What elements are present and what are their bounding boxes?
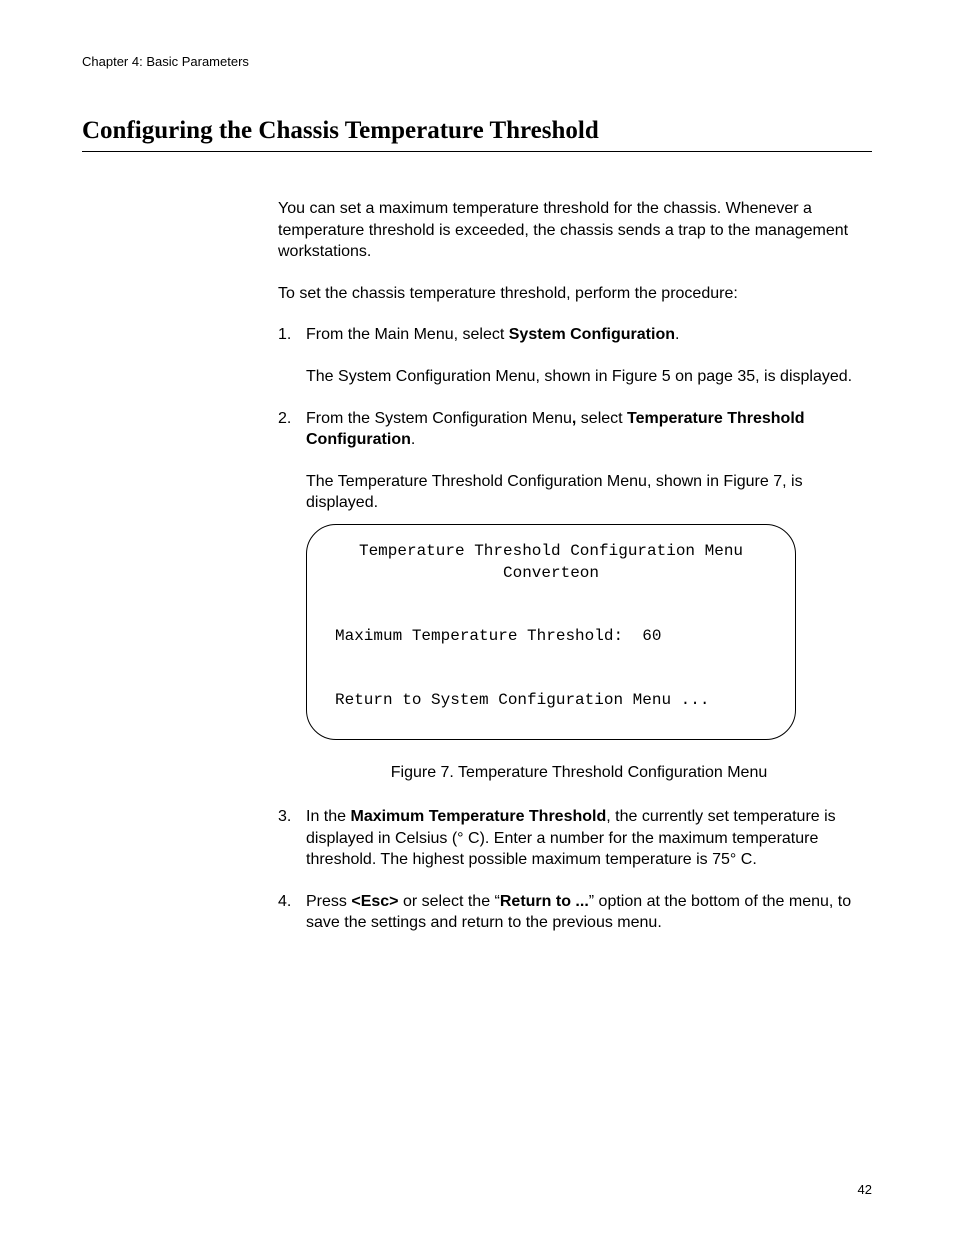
text-segment: . [675, 326, 679, 343]
chapter-header: Chapter 4: Basic Parameters [82, 54, 872, 69]
step-4: 4. Press <Esc> or select the “Return to … [278, 891, 872, 934]
step-text: Press <Esc> or select the “Return to ...… [306, 891, 872, 934]
step-text: From the Main Menu, select System Config… [306, 324, 872, 346]
figure-caption: Figure 7. Temperature Threshold Configur… [286, 762, 872, 784]
step-number: 2. [278, 408, 291, 430]
text-segment: From the Main Menu, select [306, 326, 509, 343]
section-title: Configuring the Chassis Temperature Thre… [82, 117, 872, 152]
step-2: 2. From the System Configuration Menu, s… [278, 408, 872, 784]
text-segment: . [411, 431, 415, 448]
bold-text: Maximum Temperature Threshold [350, 808, 606, 825]
text-segment: Press [306, 893, 351, 910]
menu-option: Maximum Temperature Threshold: 60 [335, 626, 767, 648]
bold-text: Return to ... [500, 893, 589, 910]
intro-paragraph-2: To set the chassis temperature threshold… [278, 283, 872, 305]
menu-return: Return to System Configuration Menu ... [335, 690, 767, 712]
bold-text: System Configuration [509, 326, 675, 343]
step-number: 3. [278, 806, 291, 828]
step-subtext: The Temperature Threshold Configuration … [306, 471, 872, 514]
step-3: 3. In the Maximum Temperature Threshold,… [278, 806, 872, 871]
bold-text: <Esc> [351, 893, 398, 910]
procedure-steps: 1. From the Main Menu, select System Con… [278, 324, 872, 934]
text-segment: select [576, 410, 627, 427]
menu-subtitle: Converteon [335, 563, 767, 585]
text-segment: In the [306, 808, 350, 825]
page-number: 42 [858, 1182, 872, 1197]
content-body: You can set a maximum temperature thresh… [278, 198, 872, 934]
menu-title: Temperature Threshold Configuration Menu [335, 541, 767, 563]
step-subtext: The System Configuration Menu, shown in … [306, 366, 872, 388]
step-text: In the Maximum Temperature Threshold, th… [306, 806, 872, 871]
document-page: Chapter 4: Basic Parameters Configuring … [0, 0, 954, 1235]
intro-paragraph-1: You can set a maximum temperature thresh… [278, 198, 872, 263]
step-number: 4. [278, 891, 291, 913]
text-segment: or select the “ [399, 893, 500, 910]
menu-screenshot: Temperature Threshold Configuration Menu… [306, 524, 796, 740]
text-segment: From the System Configuration Menu [306, 410, 572, 427]
step-1: 1. From the Main Menu, select System Con… [278, 324, 872, 387]
step-text: From the System Configuration Menu, sele… [306, 408, 872, 451]
step-number: 1. [278, 324, 291, 346]
